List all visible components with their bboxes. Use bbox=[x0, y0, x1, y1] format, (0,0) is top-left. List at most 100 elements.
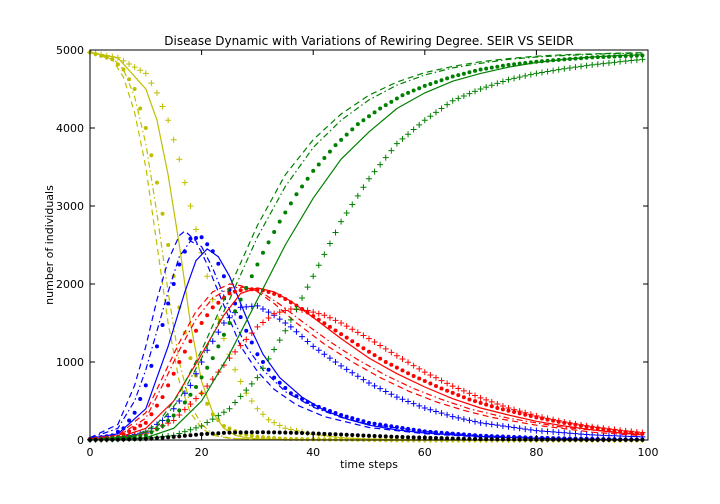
data-point bbox=[394, 96, 399, 101]
data-point bbox=[545, 58, 550, 63]
data-point bbox=[634, 53, 639, 58]
data-point bbox=[149, 412, 154, 417]
data-point bbox=[243, 336, 250, 343]
data-point bbox=[238, 315, 243, 320]
data-point bbox=[455, 385, 462, 392]
data-point bbox=[617, 427, 624, 434]
data-point bbox=[438, 105, 445, 112]
data-point bbox=[394, 434, 399, 439]
data-point bbox=[417, 435, 422, 440]
data-point bbox=[427, 406, 434, 413]
data-point bbox=[400, 435, 405, 440]
y-axis-label: number of individuals bbox=[43, 185, 56, 305]
data-point bbox=[633, 429, 640, 436]
data-point bbox=[266, 430, 271, 435]
data-point bbox=[255, 434, 260, 439]
data-point bbox=[538, 69, 545, 76]
data-point bbox=[221, 423, 226, 428]
data-point bbox=[182, 400, 187, 405]
data-point bbox=[450, 431, 455, 436]
data-point bbox=[205, 242, 210, 247]
data-point bbox=[254, 323, 261, 330]
data-point bbox=[639, 429, 646, 436]
data-point bbox=[495, 406, 500, 411]
data-point bbox=[215, 412, 222, 419]
data-point bbox=[399, 356, 406, 363]
data-point bbox=[439, 78, 444, 83]
data-point bbox=[254, 405, 261, 412]
data-point bbox=[433, 384, 438, 389]
data-point bbox=[237, 304, 244, 311]
data-point bbox=[389, 434, 394, 439]
data-point bbox=[121, 426, 126, 431]
data-point bbox=[456, 431, 461, 436]
series-5 bbox=[89, 248, 643, 441]
data-point bbox=[460, 387, 467, 394]
data-point bbox=[277, 219, 282, 224]
data-point bbox=[516, 408, 523, 415]
data-point bbox=[305, 176, 310, 181]
data-point bbox=[382, 154, 389, 161]
data-point bbox=[339, 137, 344, 142]
data-point bbox=[293, 305, 300, 312]
data-point bbox=[393, 394, 400, 401]
chart-title: Disease Dynamic with Variations of Rewir… bbox=[164, 34, 574, 48]
data-point bbox=[633, 56, 640, 63]
data-point bbox=[500, 63, 505, 68]
data-point bbox=[594, 432, 601, 439]
data-point bbox=[595, 55, 600, 60]
data-point bbox=[120, 57, 127, 64]
data-point bbox=[265, 355, 272, 362]
data-point bbox=[589, 423, 596, 430]
data-point bbox=[639, 56, 646, 63]
data-point bbox=[188, 339, 193, 344]
data-point bbox=[628, 57, 635, 64]
data-point bbox=[516, 425, 523, 432]
data-point bbox=[478, 67, 483, 72]
data-point bbox=[406, 426, 411, 431]
data-point bbox=[283, 210, 288, 215]
data-point bbox=[132, 426, 137, 431]
data-point bbox=[170, 417, 177, 424]
data-point bbox=[478, 433, 483, 438]
data-point bbox=[505, 405, 512, 412]
data-point bbox=[484, 66, 489, 71]
data-point bbox=[238, 288, 243, 293]
data-point bbox=[377, 385, 384, 392]
data-point bbox=[449, 383, 456, 390]
data-point bbox=[221, 332, 226, 337]
data-point bbox=[254, 374, 261, 381]
data-point bbox=[605, 59, 612, 66]
data-point bbox=[432, 374, 439, 381]
data-point bbox=[527, 411, 534, 418]
data-point bbox=[332, 317, 339, 324]
data-point bbox=[534, 59, 539, 64]
data-point bbox=[277, 380, 282, 385]
data-point bbox=[327, 408, 332, 413]
data-point bbox=[377, 161, 384, 168]
data-point bbox=[243, 303, 250, 310]
data-point bbox=[260, 430, 265, 435]
data-point bbox=[127, 418, 132, 423]
data-point bbox=[276, 316, 283, 323]
data-point bbox=[103, 52, 110, 59]
data-point bbox=[399, 135, 406, 142]
data-point bbox=[121, 67, 126, 72]
data-point bbox=[109, 53, 116, 60]
data-point bbox=[322, 321, 327, 326]
data-point bbox=[288, 201, 293, 206]
data-point bbox=[355, 433, 360, 438]
data-point bbox=[148, 80, 155, 87]
data-point bbox=[232, 399, 239, 406]
data-point bbox=[193, 370, 200, 377]
series-10 bbox=[89, 287, 643, 440]
data-point bbox=[562, 57, 567, 62]
data-point bbox=[355, 122, 360, 127]
data-point bbox=[433, 435, 438, 440]
data-point bbox=[523, 60, 528, 65]
data-point bbox=[550, 67, 557, 74]
data-point bbox=[467, 397, 472, 402]
data-point bbox=[388, 349, 395, 356]
data-point bbox=[477, 419, 484, 426]
data-point bbox=[344, 432, 349, 437]
